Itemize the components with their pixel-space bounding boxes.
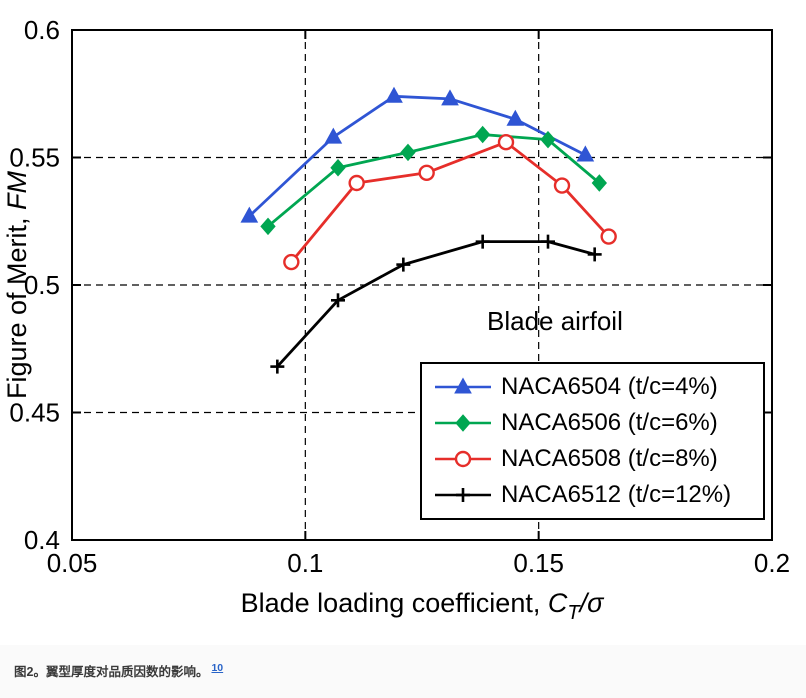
legend-swatch-triangle [435,377,491,394]
legend-swatch-plus [435,488,491,502]
svg-text:0.2: 0.2 [754,548,790,578]
legend-box: NACA6504 (t/c=4%) NACA6506 (t/c=6%) NACA… [420,362,765,520]
series-naca6508 [283,133,617,271]
svg-text:0.55: 0.55 [9,143,60,173]
axes: 0.05 0.1 0.15 0.2 0.4 0.45 0.5 0.55 0.6 [9,15,790,578]
legend-title: Blade airfoil [487,306,623,336]
svg-text:0.45: 0.45 [9,398,60,428]
y-axis-label: Figure of Merit, FM [2,170,32,399]
svg-text:0.6: 0.6 [24,15,60,45]
svg-text:0.05: 0.05 [47,548,98,578]
figure-of-merit-chart: 0.05 0.1 0.15 0.2 0.4 0.45 0.5 0.55 0.6 Blade loa… [2,15,791,624]
series-naca6504 [240,86,595,223]
legend-item: NACA6504 (t/c=4%) [432,373,763,401]
x-axis-label: Blade loading coefficient, CT/σ [241,588,605,624]
caption-ref: 10 [211,661,224,674]
figure-caption: 图2。翼型厚度对品质因数的影响。 10 [0,645,806,698]
y-tick-labels: 0.4 0.45 0.5 0.55 0.6 [9,15,60,555]
svg-text:0.4: 0.4 [24,525,60,555]
caption-label: 图2。 [14,665,46,679]
plot-svg: 0.05 0.1 0.15 0.2 0.4 0.45 0.5 0.55 0.6 Blade loa… [2,15,790,624]
svg-text:0.5: 0.5 [24,270,60,300]
series-naca6506 [260,125,607,236]
legend-item: NACA6512 (t/c=12%) [432,481,763,509]
legend-item-label: NACA6506 (t/c=6%) [501,409,718,436]
legend-swatch-diamond [435,414,491,432]
series-naca6512 [270,234,602,374]
svg-text:0.15: 0.15 [513,548,564,578]
legend-item-label: NACA6504 (t/c=4%) [501,373,718,400]
svg-text:0.1: 0.1 [287,548,323,578]
caption-ref-link[interactable]: 10 [211,661,224,674]
legend-item: NACA6508 (t/c=8%) [432,445,763,473]
legend-item-label: NACA6508 (t/c=8%) [501,445,718,472]
legend-item: NACA6506 (t/c=6%) [432,409,763,437]
legend-item-label: NACA6512 (t/c=12%) [501,481,732,508]
x-tick-labels: 0.05 0.1 0.15 0.2 [47,548,790,578]
caption-text: 翼型厚度对品质因数的影响。 [45,665,209,679]
legend-swatch-circle [435,450,491,468]
